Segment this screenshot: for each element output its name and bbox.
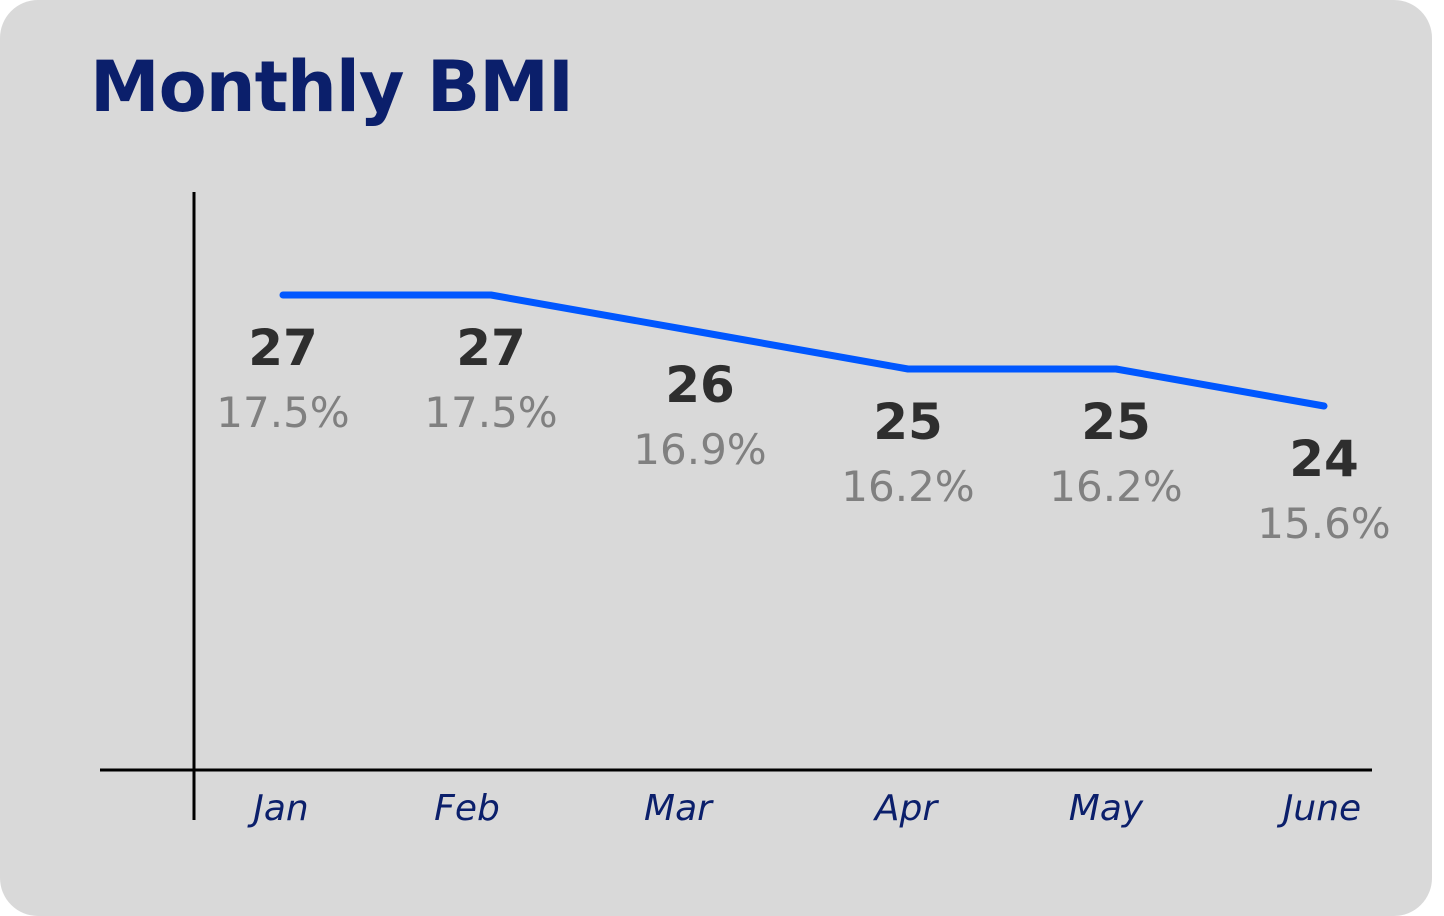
- x-tick-label: Feb: [434, 788, 500, 829]
- value-label: 25: [873, 393, 943, 451]
- x-tick-labels: Jan Feb Mar Apr May June: [247, 788, 1361, 829]
- x-tick-label: Apr: [873, 788, 939, 829]
- value-label: 26: [665, 356, 735, 414]
- value-label: 25: [1081, 393, 1151, 451]
- data-labels: 27 17.5% 27 17.5% 26 16.9% 25 16.2% 25 16.2% 24 15.…: [216, 319, 1390, 548]
- percent-label: 16.2%: [841, 462, 974, 511]
- percent-label: 16.9%: [633, 425, 766, 474]
- value-label: 24: [1289, 430, 1359, 488]
- x-tick-label: June: [1277, 788, 1361, 829]
- percent-label: 17.5%: [216, 388, 349, 437]
- x-tick-label: Jan: [247, 788, 309, 829]
- x-tick-label: May: [1069, 788, 1144, 829]
- value-label: 27: [248, 319, 318, 377]
- value-label: 27: [456, 319, 526, 377]
- percent-label: 17.5%: [424, 388, 557, 437]
- x-tick-label: Mar: [644, 788, 714, 829]
- percent-label: 15.6%: [1257, 499, 1390, 548]
- series-line: [279, 291, 1328, 410]
- percent-label: 16.2%: [1049, 462, 1182, 511]
- chart-title: Monthly BMI: [90, 46, 574, 128]
